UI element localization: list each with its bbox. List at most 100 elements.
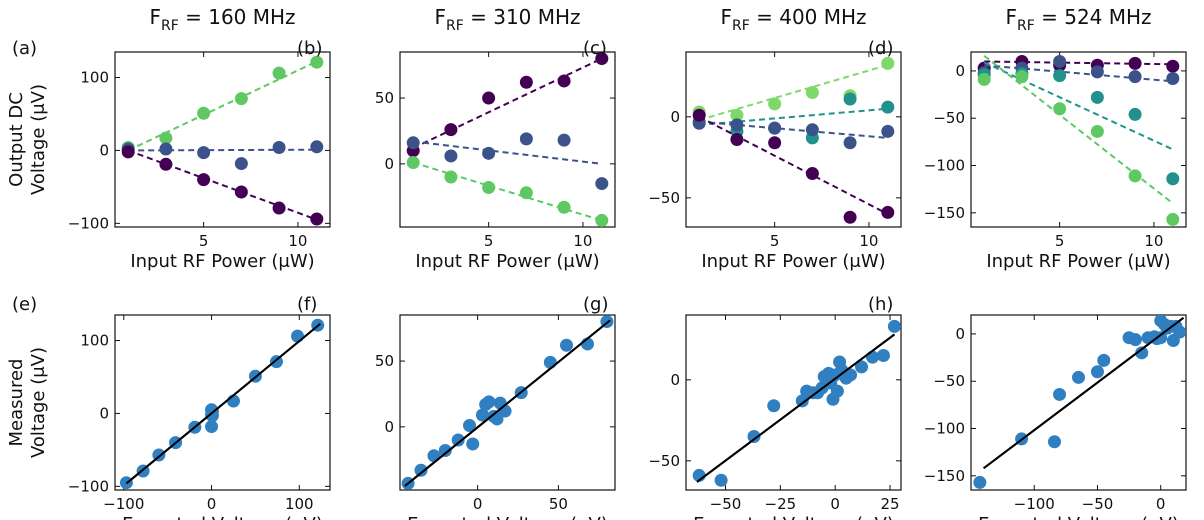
fit-line-series-1 xyxy=(699,107,888,126)
x-axis-label: Expected Voltage (μV) xyxy=(978,514,1179,520)
y-tick-label: −50 xyxy=(933,109,965,127)
y-tick-label: 100 xyxy=(80,332,109,350)
x-tick-label: 0 xyxy=(830,495,840,513)
y-axis-label: Output DC xyxy=(6,92,27,187)
y-tick-label: 0 xyxy=(99,404,109,422)
data-point xyxy=(414,463,428,477)
data-point xyxy=(475,408,489,422)
x-tick-label: 10 xyxy=(1144,232,1163,250)
data-point xyxy=(1135,346,1149,360)
y-tick-label: 0 xyxy=(670,371,680,389)
data-point xyxy=(1128,333,1142,347)
fit-line-series-3 xyxy=(698,115,889,215)
data-point-series-2 xyxy=(272,201,286,215)
y-tick-label: −150 xyxy=(924,204,965,222)
fit-line-series-0 xyxy=(984,60,1173,66)
axes-frame xyxy=(399,51,616,228)
y-tick-label: 100 xyxy=(80,69,109,87)
panel-label: (a) xyxy=(12,38,37,59)
panel-a: 5 10 −100 0 100 Input RF Power (μW) Output DC V… xyxy=(6,5,331,272)
data-point-series-0 xyxy=(272,66,286,80)
plot-area xyxy=(973,315,1186,489)
data-point xyxy=(876,349,890,363)
data-point-series-0 xyxy=(1166,59,1180,73)
panel-label: (b) xyxy=(297,38,322,59)
title-value: = 400 MHz xyxy=(750,5,867,29)
axes-frame xyxy=(114,314,331,491)
fit-line-series-1 xyxy=(984,64,1173,83)
data-point xyxy=(205,409,219,423)
data-point-series-3 xyxy=(730,133,744,146)
panel-label: (h) xyxy=(868,294,893,315)
y-tick-label: −50 xyxy=(933,372,965,390)
data-point-series-2 xyxy=(595,213,609,227)
y-tick-label: −50 xyxy=(648,189,680,207)
title-value: = 160 MHz xyxy=(179,5,296,29)
data-point-series-1 xyxy=(1128,70,1142,84)
data-point-series-1 xyxy=(197,146,211,160)
plot-area xyxy=(977,54,1180,226)
x-tick-label: 10 xyxy=(859,232,878,250)
data-point-series-2 xyxy=(406,156,420,170)
data-point-series-2 xyxy=(121,145,135,159)
data-point-series-2 xyxy=(444,170,458,184)
fit-line-series-2 xyxy=(412,161,603,222)
fit-line-series-0 xyxy=(698,64,889,122)
data-point xyxy=(490,412,504,426)
data-point-series-1 xyxy=(406,136,420,150)
x-tick-label: 5 xyxy=(484,232,494,250)
data-point-series-3 xyxy=(768,136,782,150)
y-tick-label: 0 xyxy=(384,155,394,173)
data-point-series-3 xyxy=(1053,102,1067,116)
data-point-series-3 xyxy=(805,167,819,181)
data-point-series-1 xyxy=(1166,71,1180,85)
data-point xyxy=(714,473,728,487)
title-main: F xyxy=(1005,5,1017,29)
y-tick-label: 0 xyxy=(384,418,394,436)
axes-frame xyxy=(970,51,1187,228)
data-point-series-2 xyxy=(843,136,857,150)
x-axis-label: Input RF Power (μW) xyxy=(130,251,314,272)
x-tick-label: 5 xyxy=(770,232,780,250)
fit-line-series-0 xyxy=(127,60,318,152)
data-point-series-2 xyxy=(557,200,571,214)
x-axis-label: Expected Voltage (μV) xyxy=(407,514,608,520)
y-tick-label: 50 xyxy=(375,89,394,107)
fit-line-series-0 xyxy=(412,57,603,149)
data-point xyxy=(1173,325,1186,339)
data-point xyxy=(466,437,480,451)
data-point xyxy=(795,394,809,408)
y-tick-label: −100 xyxy=(68,477,109,495)
data-point-series-1 xyxy=(159,142,173,156)
data-point-series-0 xyxy=(805,86,819,100)
data-point xyxy=(291,329,305,343)
plot-area xyxy=(406,52,609,227)
data-point-series-0 xyxy=(234,92,248,106)
data-point-series-1 xyxy=(482,146,496,160)
column-title: FRF = 310 MHz xyxy=(434,5,580,34)
fit-line-series-1 xyxy=(413,140,602,165)
data-point-series-3 xyxy=(843,210,857,224)
data-point-series-1 xyxy=(519,132,533,146)
data-point xyxy=(451,433,465,447)
title-subscript: RF xyxy=(1017,18,1035,34)
axes-frame xyxy=(970,314,1187,491)
data-point-series-2 xyxy=(1166,172,1180,186)
column-title: FRF = 160 MHz xyxy=(149,5,295,34)
x-axis-label: Input RF Power (μW) xyxy=(701,251,885,272)
y-tick-label: −150 xyxy=(924,467,965,485)
data-point xyxy=(887,319,901,333)
data-point-series-0 xyxy=(1128,56,1142,70)
fit-line-series-1 xyxy=(128,148,317,152)
y-tick-label: 0 xyxy=(955,325,965,343)
x-axis-label: Expected Voltage (μV) xyxy=(693,514,894,520)
x-tick-label: −100 xyxy=(1014,495,1055,513)
axes-frame xyxy=(114,51,331,228)
x-tick-label: −50 xyxy=(710,495,742,513)
data-point-series-1 xyxy=(843,92,857,106)
data-point xyxy=(767,399,781,413)
data-point-series-0 xyxy=(444,123,458,137)
y-tick-label: −100 xyxy=(924,420,965,438)
y-axis-label: Measured xyxy=(6,359,27,447)
